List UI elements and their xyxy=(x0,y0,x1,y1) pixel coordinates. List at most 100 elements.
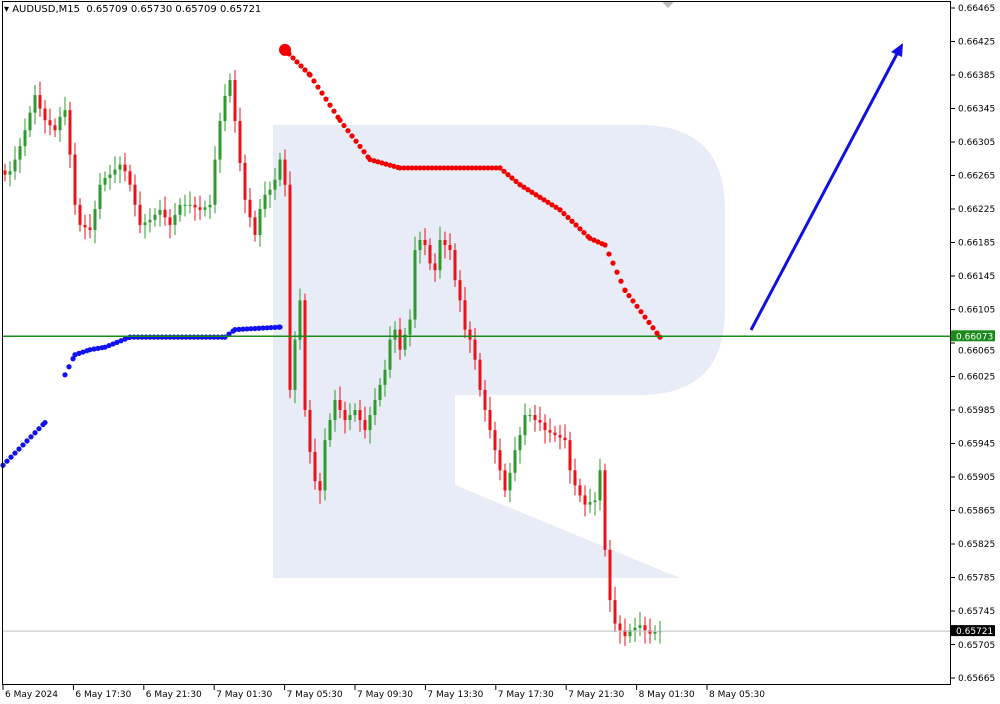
x-tick-label: 8 May 05:30 xyxy=(709,690,765,700)
blue-indicator-dot xyxy=(72,352,78,358)
red-indicator-dot xyxy=(549,202,555,208)
candle xyxy=(23,118,27,157)
candle xyxy=(533,404,537,432)
red-indicator-dot xyxy=(610,260,616,266)
candle xyxy=(603,463,607,557)
candle xyxy=(518,426,522,464)
red-indicator-dot xyxy=(290,55,296,61)
candle xyxy=(248,188,252,228)
level-price-label: 0.66073 xyxy=(951,330,995,342)
candle xyxy=(193,196,197,221)
red-indicator-dot xyxy=(311,78,317,84)
red-indicator-dot xyxy=(361,149,367,155)
candle xyxy=(223,84,227,132)
ohlc-readout: 0.65709 0.65730 0.65709 0.65721 xyxy=(86,4,262,15)
red-indicator-dot xyxy=(505,172,511,178)
current-price-label: 0.65721 xyxy=(951,625,995,637)
x-tick-label: 6 May 21:30 xyxy=(146,690,202,700)
red-indicator-dot xyxy=(587,235,593,241)
chart-title: ▾ AUDUSD,M15 0.65709 0.65730 0.65709 0.6… xyxy=(4,4,261,15)
red-indicator-dot xyxy=(529,189,535,195)
collapse-icon[interactable]: ▾ xyxy=(4,4,10,15)
blue-indicator-dot xyxy=(264,325,270,331)
blue-indicator-dot xyxy=(42,419,48,426)
candle xyxy=(428,238,432,271)
candle xyxy=(538,406,542,431)
candle xyxy=(613,586,617,632)
red-indicator-dot xyxy=(493,165,499,171)
blue-indicator-dot xyxy=(32,430,38,436)
red-indicator-dot xyxy=(565,214,571,221)
candle xyxy=(618,615,622,644)
candle xyxy=(8,161,12,187)
red-indicator-dot xyxy=(489,165,495,171)
blue-indicator-dot xyxy=(87,347,93,353)
candle xyxy=(28,105,32,137)
y-tick-label: 0.65825 xyxy=(958,540,995,550)
x-tick-label: 7 May 05:30 xyxy=(287,690,343,700)
candle xyxy=(68,101,72,168)
candle xyxy=(348,403,352,431)
candle xyxy=(118,156,122,184)
candle xyxy=(148,208,152,233)
red-indicator-dot xyxy=(405,165,411,171)
candle xyxy=(313,438,317,490)
red-indicator xyxy=(279,43,663,340)
candle xyxy=(323,428,327,501)
candle xyxy=(98,172,102,220)
candle xyxy=(218,112,222,173)
red-indicator-dot xyxy=(367,156,373,163)
y-tick-label: 0.65905 xyxy=(958,473,995,483)
blue-indicator-dot xyxy=(20,442,26,448)
red-indicator-dot xyxy=(387,162,393,168)
red-indicator-dot xyxy=(445,165,451,171)
blue-indicator-dot xyxy=(8,454,14,460)
candle xyxy=(388,326,392,379)
candle xyxy=(78,198,82,232)
candle xyxy=(643,616,647,644)
red-indicator-dot xyxy=(606,251,612,257)
scroll-marker-icon[interactable] xyxy=(662,2,674,8)
candle xyxy=(638,611,642,637)
red-indicator-dot xyxy=(650,325,656,331)
candle xyxy=(33,85,37,125)
red-indicator-dot xyxy=(315,84,321,90)
candle xyxy=(263,181,267,218)
red-indicator-dot xyxy=(371,158,377,164)
red-indicator-dot xyxy=(425,165,431,171)
red-indicator-dot xyxy=(307,72,313,78)
candle xyxy=(298,288,302,350)
candle xyxy=(658,621,662,644)
blue-indicator-dot xyxy=(240,326,246,332)
candle xyxy=(588,488,592,514)
candle xyxy=(258,198,262,247)
red-indicator-dot xyxy=(509,175,515,181)
red-indicator-dot xyxy=(375,159,381,165)
candle xyxy=(503,463,507,498)
candle xyxy=(373,388,377,426)
candle xyxy=(448,233,452,261)
x-tick-label: 7 May 21:30 xyxy=(568,690,624,700)
candle xyxy=(628,623,632,643)
candle xyxy=(543,414,547,444)
candle xyxy=(393,321,397,354)
candle xyxy=(338,386,342,419)
blue-indicator-dot xyxy=(256,325,262,331)
candle xyxy=(253,210,257,242)
candle xyxy=(493,421,497,464)
candle xyxy=(108,164,112,190)
candle xyxy=(573,458,577,496)
x-tick-label: 6 May 17:30 xyxy=(75,690,131,700)
candle xyxy=(283,149,287,197)
candle xyxy=(188,191,192,214)
blue-indicator-dot xyxy=(66,364,72,370)
blue-indicator-dot xyxy=(12,450,18,456)
blue-indicator-dot xyxy=(260,325,266,331)
candle xyxy=(203,200,207,217)
candle xyxy=(243,154,247,214)
blue-indicator-dot xyxy=(272,324,278,330)
candle xyxy=(578,478,582,503)
blue-indicator-dot xyxy=(236,326,242,332)
